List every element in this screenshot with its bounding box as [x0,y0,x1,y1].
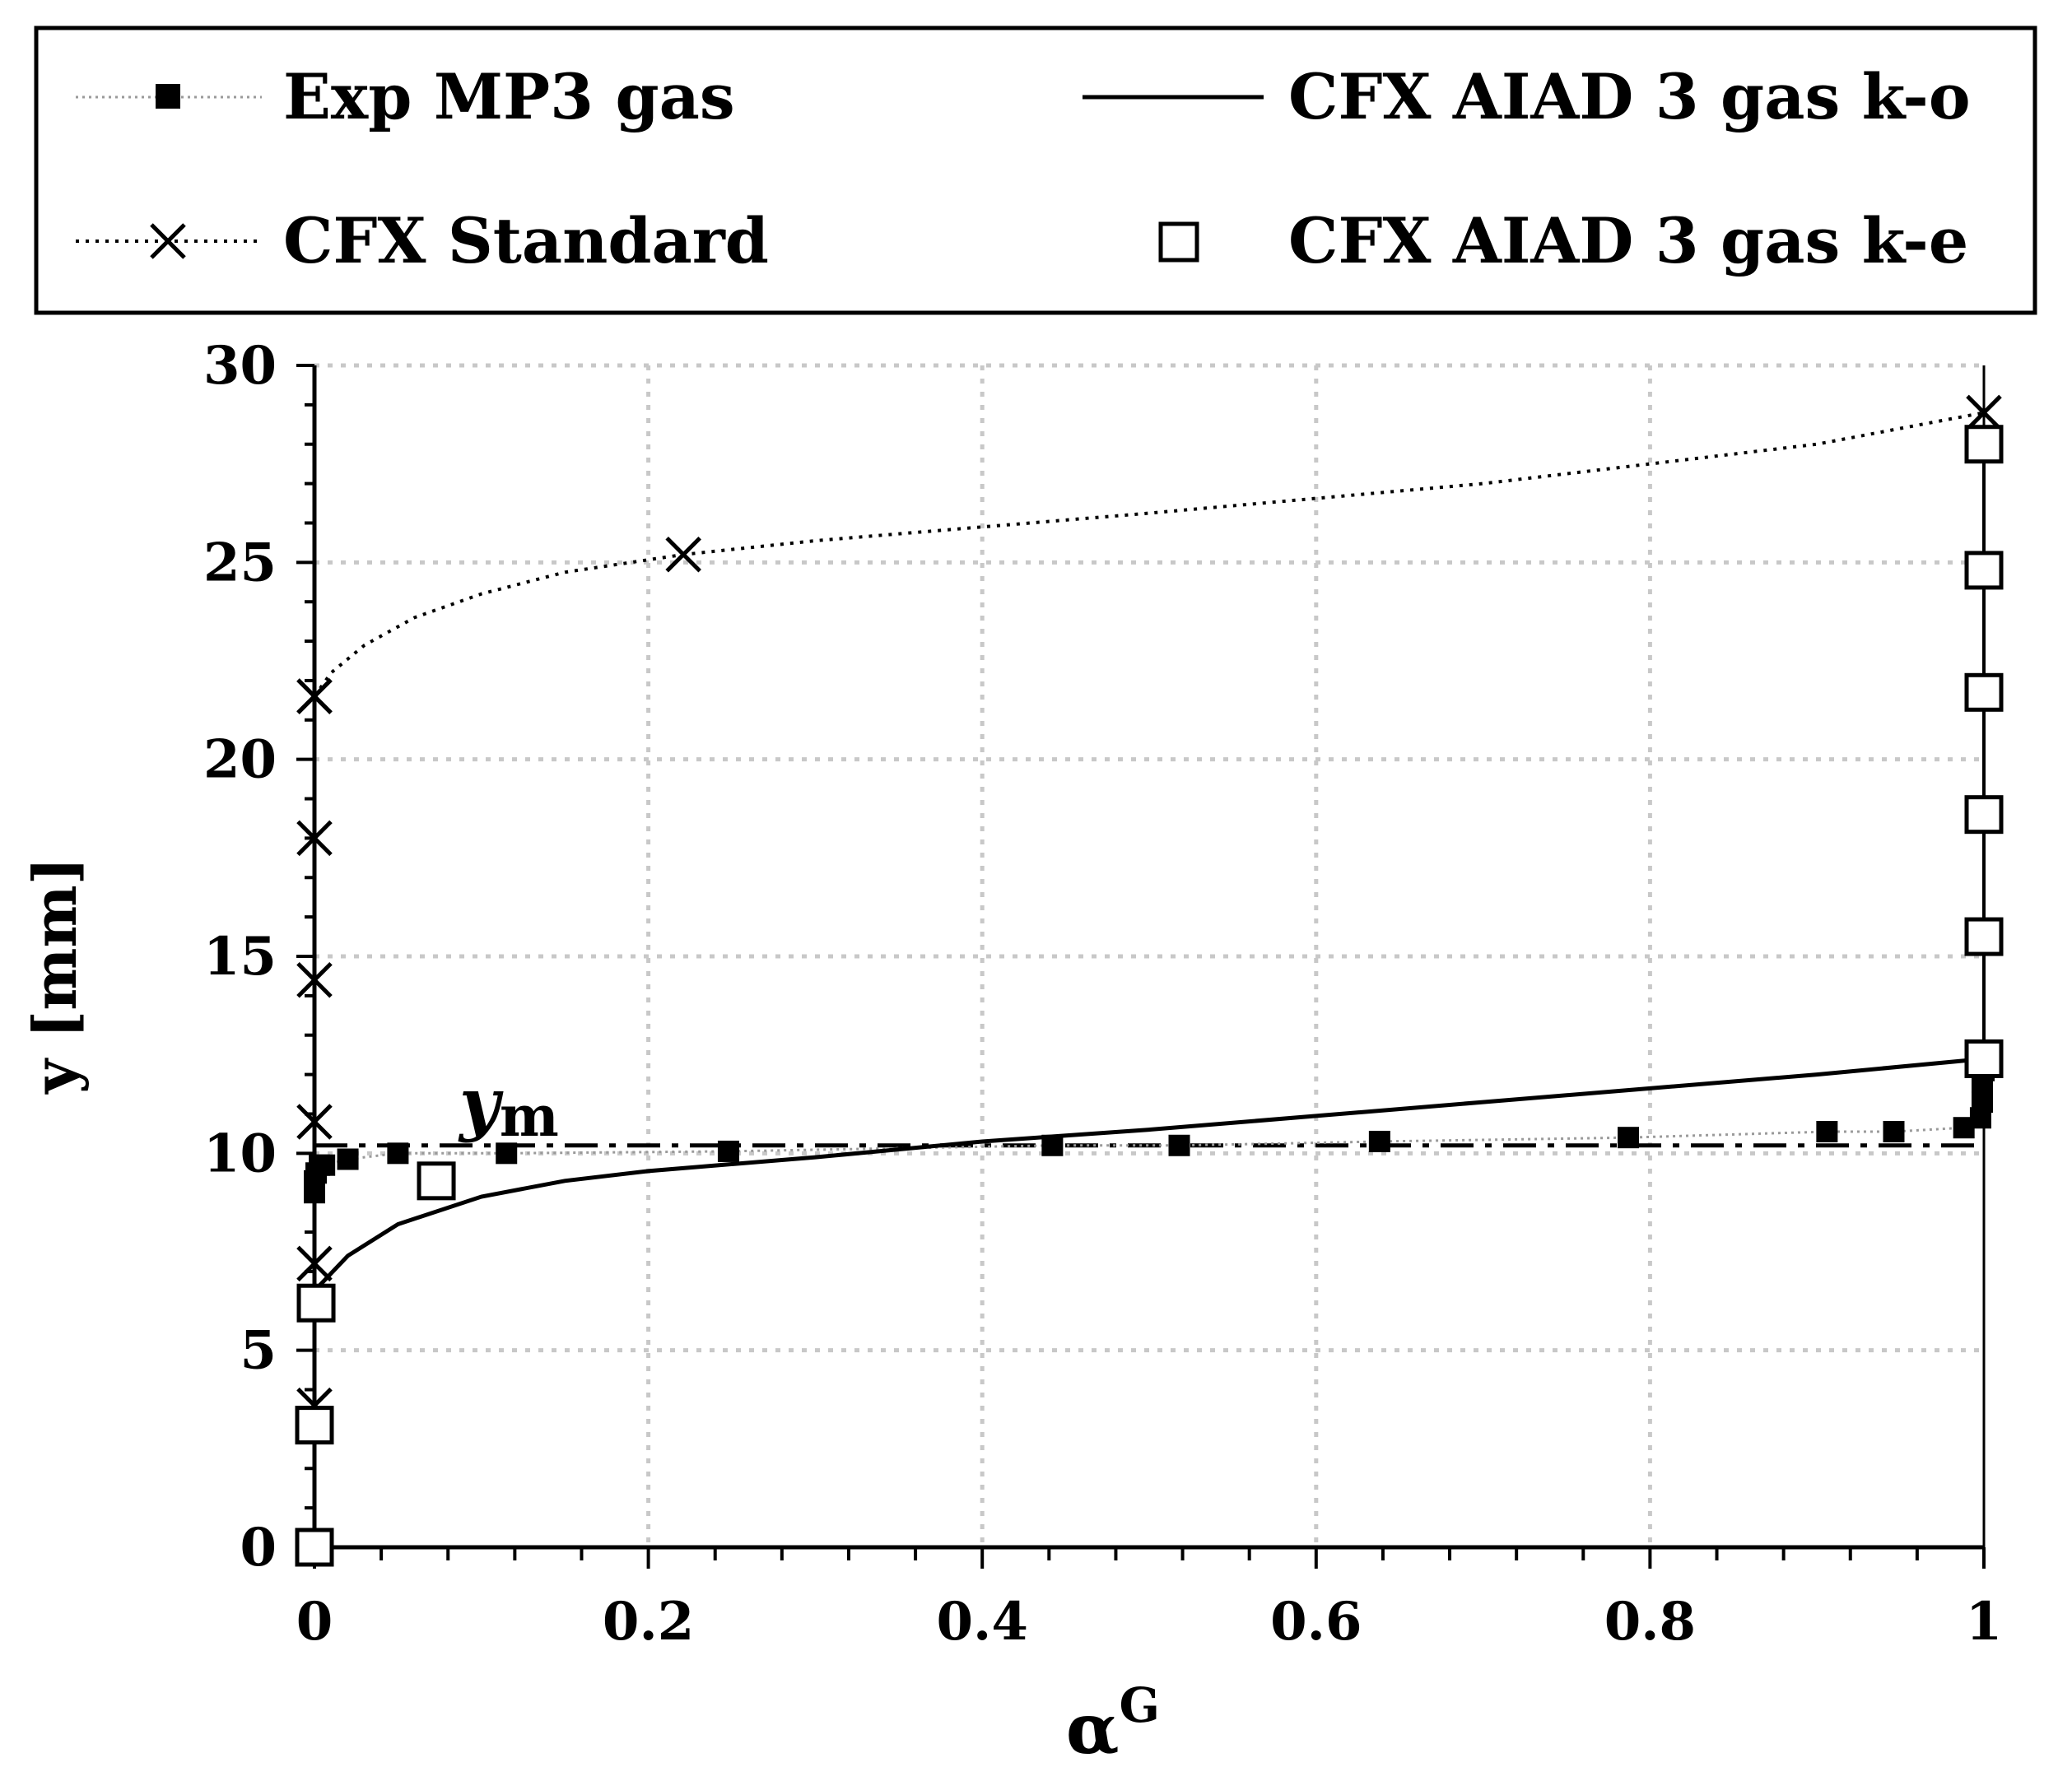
annotation-ym: ym [458,1063,559,1150]
cfx-aiad-ke-point [1964,672,2004,712]
cfx-standard-point [296,1104,333,1140]
exp-mp3-point [1816,1121,1838,1143]
series [295,394,2004,1567]
cfx-standard-point [665,536,701,573]
legend-std-marker [150,223,186,259]
exp-mp3-point [337,1148,359,1170]
exp-mp3-point [1168,1134,1190,1156]
series-cfx-aiad-ke [295,425,2004,1567]
x-tick-label: 0.2 [603,1591,694,1653]
y-axis-title: y [mm] [20,857,90,1094]
cfx-aiad-ke-point [295,1528,334,1567]
cfx-aiad-ke-point [1964,917,2004,956]
legend-entry-exp-mp3: Exp MP3 gas [76,60,735,133]
x-axis-title: αG [1066,1677,1160,1769]
legend: Exp MP3 gas CFX AIAD 3 gas k-o CFX Stand… [34,26,2037,315]
y-tick-label: 10 [203,1123,277,1184]
cfx-aiad-ke-point [417,1161,456,1201]
legend-frame [34,26,2037,315]
cfx-aiad-ke-point [1964,425,2004,464]
series-exp-mp3 [304,1059,1995,1204]
legend-label-exp: Exp MP3 gas [283,60,735,133]
y-tick-label: 15 [203,926,277,988]
cfx-standard-point [296,820,333,857]
cfx-aiad-ke-point [295,1406,334,1445]
exp-mp3-point [1883,1121,1905,1143]
cfx-aiad-ko-line [316,1057,1985,1289]
series-cfx-standard [296,394,2002,1565]
grid [314,363,1984,1547]
exp-mp3-point [1971,1091,1993,1114]
cfx-standard-point [296,961,333,998]
legend-label-ke: CFX AIAD 3 gas k-e [1288,204,1968,277]
cfx-aiad-ke-point [1964,1039,2004,1078]
legend-label-std: CFX Standard [283,204,769,277]
cfx-aiad-ke-point [296,1283,336,1323]
y-tick-label: 25 [203,532,277,593]
series-cfx-aiad-ko [316,1057,1985,1289]
y-tick-label: 0 [240,1517,277,1579]
cfx-standard-point [296,1245,333,1282]
cfx-aiad-ke-point [1964,795,2004,835]
legend-exp-marker [156,84,180,109]
tick-labels: 0 5 10 15 20 25 30 0 0.2 0.4 0.6 0.8 1 [203,335,2002,1653]
cfx-aiad-ke-point [1964,551,2004,590]
x-tick-label: 0.6 [1270,1591,1362,1653]
x-tick-label: 0.4 [937,1591,1028,1653]
y-tick-label: 20 [203,729,277,791]
exp-mp3-point [387,1142,409,1165]
exp-mp3-point [1618,1127,1640,1149]
exp-mp3-point [496,1142,518,1165]
legend-entry-cfx-standard: CFX Standard [76,204,769,277]
legend-entry-cfx-aiad-ke: CFX AIAD 3 gas k-e [1158,204,1968,277]
cfx-standard-curve [313,411,1985,698]
legend-label-ko: CFX AIAD 3 gas k-o [1288,60,1971,133]
cfx-standard-point [296,678,333,714]
cfx-standard-point [1966,394,2002,431]
y-tick-label: 30 [203,335,277,397]
y-tick-label: 5 [240,1320,277,1382]
legend-ke-marker [1158,221,1199,263]
x-tick-label: 0.8 [1604,1591,1696,1653]
x-tick-label: 1 [1966,1591,2003,1653]
exp-mp3-point [717,1140,739,1162]
x-tick-label: 0 [296,1591,333,1653]
legend-entry-cfx-aiad-ko: CFX AIAD 3 gas k-o [1083,60,1971,133]
exp-mp3-point [314,1154,336,1176]
exp-mp3-point [1368,1130,1390,1152]
